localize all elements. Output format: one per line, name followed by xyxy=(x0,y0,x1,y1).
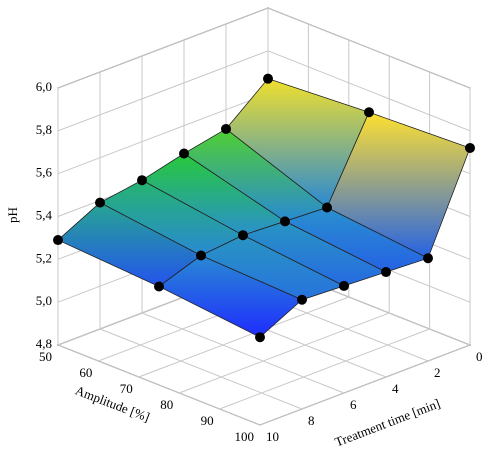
grid-line xyxy=(57,93,269,175)
grid-line xyxy=(179,312,390,394)
grid-line xyxy=(99,328,303,410)
y-tick-label: 8 xyxy=(308,413,315,428)
data-point xyxy=(137,175,147,186)
x-tick-label: 50 xyxy=(39,349,52,364)
data-point xyxy=(263,73,273,84)
data-point xyxy=(322,202,332,213)
z-axis-title: pH xyxy=(5,207,20,223)
grid-line xyxy=(267,7,471,89)
data-point xyxy=(381,267,391,278)
z-tick-label: 5,2 xyxy=(36,250,52,265)
data-point xyxy=(95,197,105,208)
grid-line xyxy=(267,50,471,132)
data-point xyxy=(196,250,206,261)
x-tick-label: 70 xyxy=(120,381,133,396)
grid-line xyxy=(138,296,349,378)
z-tick-label: 6,0 xyxy=(36,79,52,94)
data-point xyxy=(364,107,374,118)
data-point xyxy=(339,280,349,291)
data-point xyxy=(154,281,164,292)
x-tick-label: 100 xyxy=(235,429,255,444)
data-point xyxy=(53,235,63,246)
y-tick-label: 6 xyxy=(350,397,357,412)
data-point xyxy=(238,230,248,241)
data-point xyxy=(221,123,231,134)
grid-line xyxy=(57,344,261,426)
data-point xyxy=(255,332,265,343)
z-tick-label: 5,6 xyxy=(36,165,53,180)
grid-line xyxy=(259,344,471,426)
x-tick-label: 60 xyxy=(79,365,92,380)
grid-line xyxy=(219,328,430,410)
z-tick-label: 5,4 xyxy=(36,207,53,222)
y-tick-label: 10 xyxy=(266,429,279,444)
y-tick-label: 4 xyxy=(392,381,399,396)
x-tick-label: 90 xyxy=(201,413,214,428)
data-point xyxy=(297,294,307,305)
data-point xyxy=(465,142,475,153)
grid-line xyxy=(141,312,345,394)
x-tick-label: 80 xyxy=(160,397,173,412)
data-point xyxy=(179,148,189,159)
x-axis-title: Amplitude [%] xyxy=(73,383,152,425)
data-point xyxy=(423,253,433,264)
z-tick-label: 5,8 xyxy=(36,122,52,137)
y-tick-label: 0 xyxy=(476,349,482,364)
z-tick-label: 4,8 xyxy=(36,336,52,351)
data-point xyxy=(280,216,290,227)
grid-line xyxy=(57,50,269,132)
grid-line xyxy=(57,7,269,89)
z-tick-label: 5,0 xyxy=(36,293,52,308)
y-tick-label: 2 xyxy=(434,365,441,380)
